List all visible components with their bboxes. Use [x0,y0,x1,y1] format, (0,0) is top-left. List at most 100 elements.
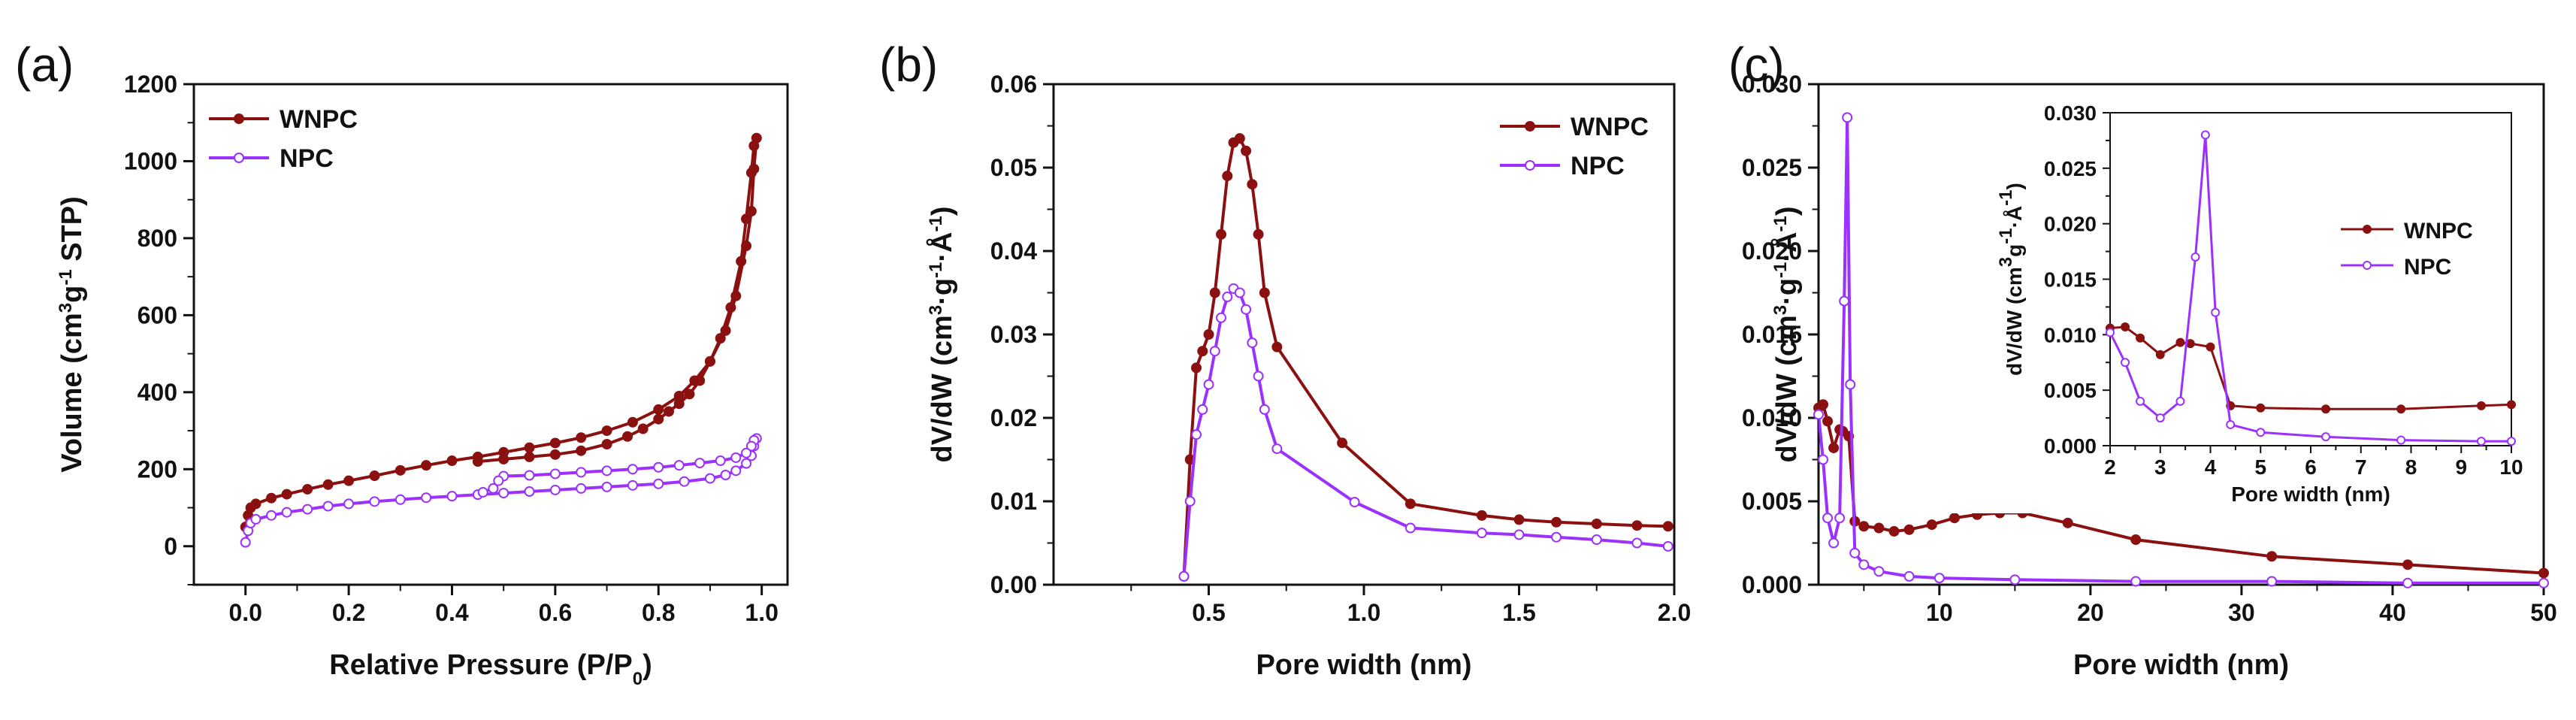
data-point-wnpc [1234,133,1245,144]
data-point-wnpc [2136,333,2145,343]
legend-marker-npc [234,153,244,163]
data-point-npc [1551,531,1562,543]
x-tick-label: 3 [2154,455,2166,479]
data-point-wnpc [1271,341,1283,352]
data-point-npc [2396,435,2406,445]
x-tick-label: 2.0 [1658,599,1691,626]
data-point-npc [653,461,664,473]
axis-title-part: ·g [927,278,958,305]
data-point-npc [395,494,406,505]
data-point-wnpc [1216,228,1227,240]
y-tick-label: 1200 [124,71,177,98]
data-point-npc [1903,570,1915,582]
x-tick-label: 0.2 [332,599,365,626]
data-point-npc [730,452,742,463]
data-point-wnpc [524,451,535,462]
y-tick-label: 1000 [124,147,177,174]
data-point-wnpc [704,355,715,367]
data-point-wnpc [1903,524,1915,535]
axis-title-part: dV/dW (cm [927,315,958,462]
y-tick-label: 0.000 [2044,434,2097,458]
data-point-wnpc [637,423,649,434]
axis-title-superscript: 3 [1770,305,1791,315]
data-point-npc [1247,337,1258,349]
panel-label: (c) [1728,38,1785,92]
data-point-npc [1842,112,1853,123]
axis-title-part: ) [1771,206,1803,216]
data-point-npc [302,504,313,515]
data-point-npc [549,468,561,479]
data-point-npc [2226,419,2236,429]
data-point-wnpc [1818,399,1829,410]
data-point-wnpc [745,167,757,178]
data-point-npc [369,496,380,507]
data-point-wnpc [322,479,334,490]
data-point-wnpc [1404,498,1416,510]
x-axis-title: Pore width (nm) [2073,649,2289,681]
data-point-npc [2507,437,2516,446]
series-line-npc [1182,286,1668,577]
legend-marker-wnpc [234,113,244,124]
panel-b: 0.5 1.0 1.5 2.0 0.00 0.01 0.02 0.03 0.04 0.05 0.06… [879,38,1691,681]
data-point-wnpc [2256,403,2266,413]
data-point-npc [2321,432,2331,442]
y-axis-title: dV/dW (cm3·g-1·Å-1) [1770,206,1803,462]
data-point-wnpc [2206,342,2215,352]
data-point-wnpc [664,406,674,417]
data-point-npc [2538,577,2549,588]
x-tick-label: 8 [2405,455,2417,479]
data-point-wnpc [1241,145,1252,156]
data-point-npc [730,465,742,476]
data-point-wnpc [421,460,432,471]
data-point-wnpc [741,213,752,225]
axis-title-part: ·Å [925,231,958,262]
data-point-wnpc [1209,287,1220,298]
data-point-npc [741,447,752,458]
data-point-wnpc [1476,510,1487,521]
data-point-npc [1662,540,1673,552]
data-point-npc [745,440,757,452]
legend-marker-npc [1525,160,1535,171]
axis-title-part: ) [2003,183,2026,189]
x-tick-label: 9 [2455,455,2467,479]
plot-frame [192,83,789,586]
data-point-wnpc [1253,228,1264,240]
data-point-npc [1873,566,1885,577]
series-line-npc [243,434,760,543]
x-tick-label: 10 [1926,599,1953,626]
data-point-wnpc [2130,534,2142,546]
data-point-npc [1631,537,1643,549]
data-point-wnpc [1631,520,1643,531]
data-point-npc [1184,496,1196,507]
inset-x-axis-title: Pore width (nm) [2231,483,2390,506]
data-point-wnpc [549,437,561,449]
data-point-npc [1813,409,1824,420]
data-point-npc [281,507,292,518]
data-point-wnpc [627,416,638,428]
x-tick-label: 1.0 [745,599,778,626]
data-point-wnpc [2175,337,2185,347]
data-point-wnpc [1858,521,1870,532]
data-point-npc [1591,534,1602,546]
data-point-npc [673,460,685,471]
data-point-npc [2106,328,2115,337]
panel-a: 0.0 0.2 0.4 0.6 0.8 1.0 0 200 400 600 800 1000 1200 (… [15,38,789,689]
x-tick-label: 50 [2530,599,2557,626]
data-point-wnpc [1197,346,1208,357]
y-tick-label: 0.010 [1742,404,1802,431]
data-point-wnpc [715,333,726,344]
axis-title-superscript: -1 [1770,262,1791,278]
data-point-wnpc [1551,516,1562,528]
data-point-npc [1858,559,1870,570]
axis-title-superscript: 3 [56,303,76,313]
data-point-npc [2200,130,2210,140]
data-point-wnpc [343,475,355,486]
y-tick-label: 0.020 [1742,237,1802,265]
data-point-npc [1828,537,1840,549]
data-point-wnpc [1662,521,1673,532]
data-point-wnpc [576,445,587,456]
data-point-npc [715,455,726,467]
y-tick-label: 0.030 [1742,71,1802,98]
data-point-wnpc [2476,401,2486,410]
